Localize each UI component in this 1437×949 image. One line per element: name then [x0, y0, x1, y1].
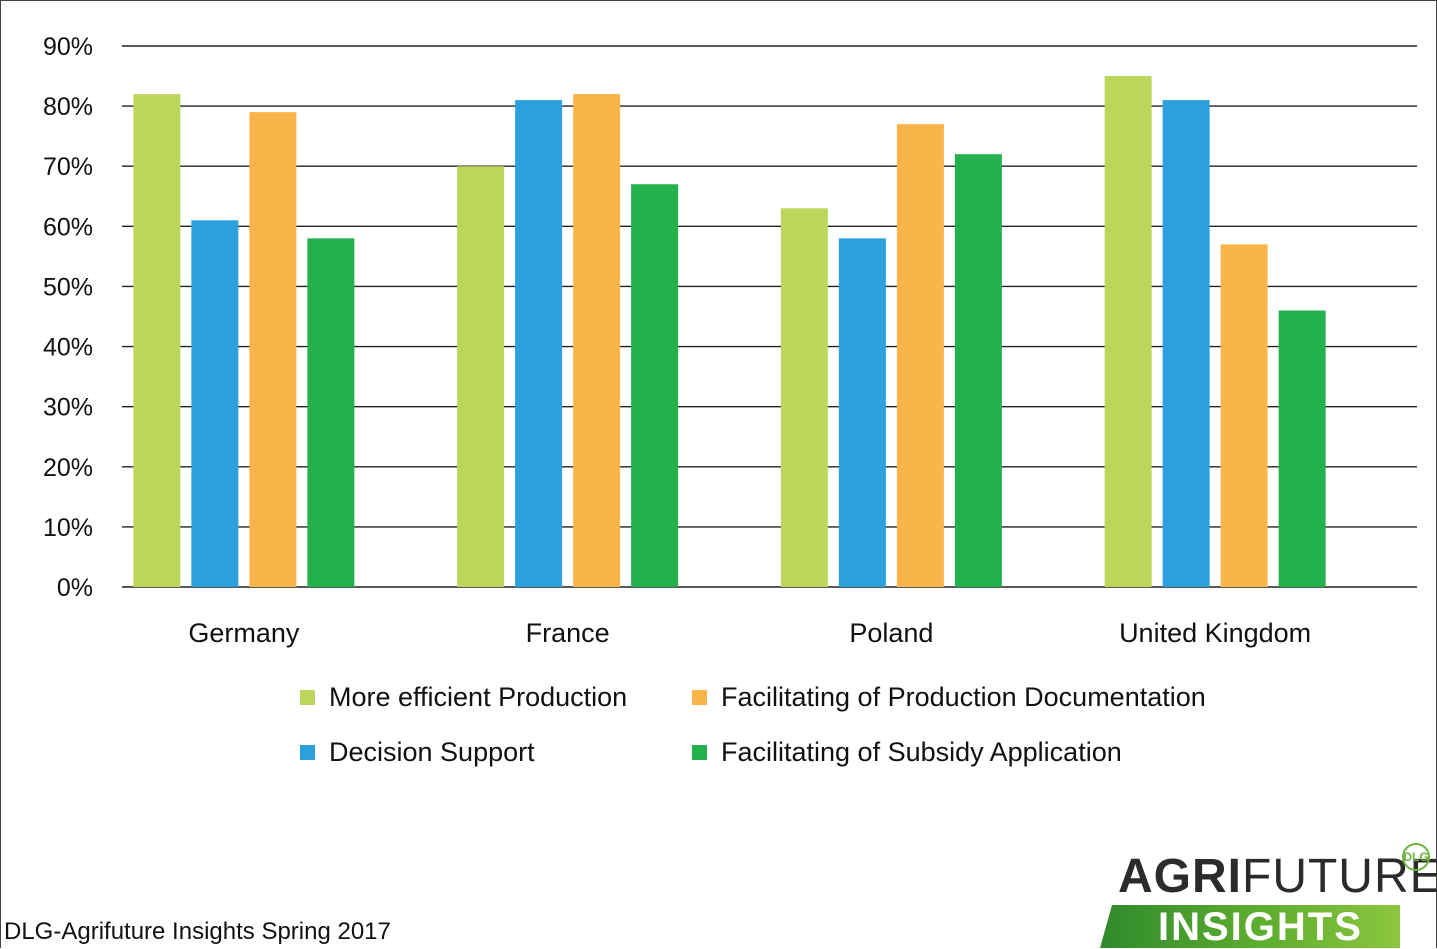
x-tick-label: France: [526, 618, 610, 648]
bar: [631, 184, 679, 587]
bar: [457, 166, 505, 587]
logo-insights-text: INSIGHTS: [1158, 905, 1363, 949]
logo-wordmark: AGRIFUTURE: [1118, 853, 1437, 901]
bar: [515, 100, 563, 587]
dlg-badge-icon: DLG: [1402, 843, 1430, 871]
legend-item: Facilitating of Production Documentation: [692, 682, 1206, 713]
x-tick-label: United Kingdom: [1119, 618, 1311, 648]
legend-swatch: [692, 690, 707, 705]
y-tick-label: 90%: [43, 33, 93, 61]
legend-label: Facilitating of Subsidy Application: [721, 737, 1122, 767]
legend-item: Facilitating of Subsidy Application: [692, 737, 1122, 768]
bar: [1104, 76, 1152, 588]
bar: [838, 238, 886, 587]
legend-item: More efficient Production: [300, 682, 627, 713]
chart-legend: More efficient Production Facilitating o…: [300, 682, 1250, 792]
bar: [307, 238, 355, 587]
legend-label: More efficient Production: [329, 682, 628, 712]
y-tick-label: 0%: [57, 574, 93, 602]
legend-swatch: [692, 745, 707, 760]
y-tick-label: 10%: [43, 514, 93, 542]
source-caption: DLG-Agrifuture Insights Spring 2017: [4, 918, 391, 945]
bar: [573, 94, 621, 587]
y-tick-label: 70%: [43, 153, 93, 181]
x-tick-label: Poland: [849, 618, 933, 648]
agrifuture-logo: AGRIFUTURE DLG INSIGHTS: [1100, 843, 1437, 949]
y-tick-label: 30%: [43, 394, 93, 422]
legend-label: Facilitating of Production Documentation: [721, 682, 1206, 712]
logo-bar: [1100, 905, 1400, 948]
bar: [896, 124, 944, 588]
bar: [780, 208, 828, 588]
legend-label: Decision Support: [329, 737, 535, 767]
legend-item: Decision Support: [300, 737, 535, 768]
y-tick-label: 20%: [43, 454, 93, 482]
y-tick-label: 60%: [43, 213, 93, 241]
legend-swatch: [300, 690, 315, 705]
bar: [249, 112, 297, 587]
logo-agri-text: AGRI: [1118, 850, 1242, 903]
y-tick-label: 40%: [43, 334, 93, 362]
bar: [1220, 244, 1268, 587]
bar: [954, 154, 1002, 587]
bar: [1278, 310, 1326, 587]
x-tick-label: Germany: [188, 618, 300, 648]
bar: [133, 94, 181, 587]
y-tick-label: 80%: [43, 93, 93, 121]
bar: [1162, 100, 1210, 587]
legend-swatch: [300, 745, 315, 760]
bar-chart: 0% 10% 20% 30% 40% 50% 60% 70% 80% 90% Germany Fran…: [43, 33, 1417, 648]
y-tick-label: 50%: [43, 273, 93, 301]
bar: [191, 220, 239, 588]
